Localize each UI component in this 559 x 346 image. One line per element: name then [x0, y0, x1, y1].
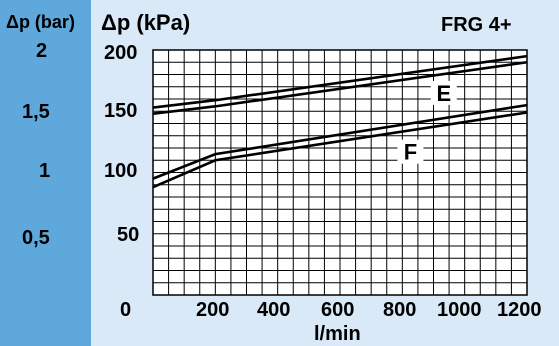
plot-border	[152, 49, 528, 296]
bar-tick-0-5: 0,5	[22, 227, 50, 249]
x-tick-600: 600	[321, 299, 355, 321]
curve-e-line-2	[152, 60, 528, 115]
kpa-tick-200: 200	[104, 42, 138, 64]
curve-f-line-2	[152, 111, 528, 189]
kpa-tick-100: 100	[104, 160, 138, 182]
x-tick-0: 0	[120, 299, 132, 321]
bar-tick-1: 1	[39, 160, 51, 182]
curve-label-f-box	[397, 139, 424, 164]
curve-label-e: E	[436, 81, 451, 106]
curve-label-f: F	[404, 140, 417, 165]
kpa-tick-50: 50	[117, 224, 140, 246]
x-tick-1000: 1000	[437, 299, 482, 321]
curve-label-e-box	[430, 80, 457, 105]
chart-title: FRG 4+	[441, 14, 512, 36]
curve-e-line-1	[152, 54, 528, 109]
kpa-axis-title: Δp (kPa)	[101, 10, 191, 35]
x-tick-800: 800	[383, 299, 417, 321]
curve-f-line-1	[152, 103, 528, 180]
bar-tick-1-5: 1,5	[22, 101, 50, 123]
bar-axis-column	[0, 0, 91, 346]
kpa-tick-150: 150	[104, 100, 138, 122]
x-tick-400: 400	[257, 299, 291, 321]
x-tick-200: 200	[196, 299, 230, 321]
x-axis-title: l/min	[314, 323, 361, 345]
bar-axis-title: Δp (bar)	[6, 12, 75, 32]
x-tick-1200: 1200	[497, 299, 542, 321]
bar-tick-2: 2	[36, 40, 48, 62]
